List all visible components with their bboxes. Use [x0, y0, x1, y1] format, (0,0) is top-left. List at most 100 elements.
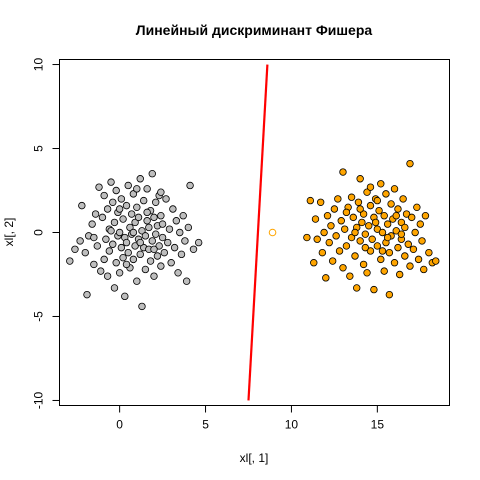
data-point-series-1	[370, 285, 378, 294]
data-point-series-1	[377, 255, 385, 264]
data-point-series-1	[409, 245, 418, 253]
data-point-series-0	[152, 198, 160, 206]
data-point-series-1	[373, 225, 382, 233]
data-point-series-1	[332, 232, 340, 240]
data-point-series-1	[366, 201, 375, 210]
data-point-series-1	[366, 183, 375, 191]
data-point-series-0	[83, 290, 91, 299]
data-point-series-0	[148, 170, 156, 178]
data-point-series-1	[416, 220, 424, 228]
data-point-series-0	[93, 242, 101, 250]
data-point-series-1	[394, 205, 402, 213]
chart-title: Линейный дискриминант Фишера	[136, 22, 373, 38]
data-point-series-1	[363, 188, 371, 196]
data-point-series-1	[425, 248, 433, 257]
data-point-series-0	[194, 238, 203, 247]
data-point-series-0	[153, 252, 162, 260]
data-point-series-0	[103, 205, 112, 213]
data-point-series-0	[109, 240, 117, 248]
data-point-series-0	[95, 183, 103, 191]
data-point-series-0	[150, 245, 158, 253]
data-point-series-0	[81, 248, 89, 257]
data-point-series-0	[138, 227, 146, 235]
data-point-series-0	[148, 237, 156, 245]
data-point-series-0	[150, 272, 158, 280]
points-layer	[66, 159, 440, 311]
data-point-series-0	[117, 243, 126, 252]
data-point-series-0	[181, 237, 189, 245]
y-tick-label: 10	[32, 58, 46, 72]
data-point-series-0	[90, 260, 98, 269]
data-point-series-1	[354, 198, 363, 206]
data-point-series-0	[158, 233, 167, 242]
data-point-series-1	[375, 206, 383, 215]
data-point-series-1	[395, 270, 404, 279]
data-point-series-0	[117, 195, 126, 203]
data-point-series-0	[124, 181, 132, 190]
data-point-series-1	[347, 193, 356, 201]
data-point-series-0	[141, 265, 150, 274]
discriminant-line	[247, 64, 269, 401]
data-point-series-1	[335, 247, 344, 255]
data-point-series-0	[109, 198, 117, 206]
data-point-series-0	[157, 262, 165, 270]
data-point-series-0	[136, 250, 144, 259]
data-point-series-0	[160, 248, 168, 257]
data-point-series-0	[131, 218, 139, 227]
data-point-series-0	[129, 190, 138, 198]
data-point-series-0	[78, 201, 86, 210]
data-point-series-0	[100, 255, 108, 264]
data-point-series-1	[404, 240, 412, 248]
data-point-series-1	[337, 217, 345, 225]
data-point-series-0	[102, 235, 110, 243]
data-point-series-0	[169, 205, 177, 213]
data-point-series-1	[378, 247, 387, 255]
data-point-series-1	[339, 264, 347, 272]
data-point-series-0	[133, 185, 141, 193]
data-point-series-0	[126, 223, 134, 232]
data-point-series-1	[306, 196, 315, 205]
data-point-series-1	[347, 233, 356, 242]
data-point-series-0	[107, 227, 115, 235]
data-point-series-0	[131, 242, 139, 250]
data-point-series-1	[351, 228, 359, 237]
data-point-series-1	[316, 198, 325, 206]
data-point-series-1	[373, 196, 382, 205]
data-point-series-0	[157, 211, 165, 220]
data-point-series-1	[390, 185, 399, 193]
data-point-series-1	[408, 213, 416, 222]
data-point-series-1	[353, 284, 361, 292]
data-point-series-0	[122, 260, 131, 269]
data-point-series-0	[165, 225, 174, 233]
data-point-series-0	[119, 253, 127, 262]
data-point-series-0	[162, 195, 170, 203]
data-point-series-1	[342, 208, 351, 217]
data-point-series-0	[138, 302, 146, 311]
data-point-series-0	[146, 257, 155, 265]
data-point-series-1	[421, 211, 430, 220]
x-axis-label: xl[, 1]	[240, 451, 269, 465]
data-point-series-0	[167, 259, 175, 267]
data-point-series-1	[413, 203, 421, 212]
data-point-series-1	[392, 211, 400, 220]
data-point-series-1	[432, 257, 440, 265]
data-point-series-0	[115, 205, 124, 213]
data-point-series-0	[98, 213, 107, 222]
data-point-series-0	[170, 243, 179, 252]
data-point-series-0	[100, 191, 108, 200]
data-point-series-1	[402, 210, 411, 218]
data-point-series-0	[134, 213, 143, 222]
data-point-series-1	[383, 233, 392, 242]
data-point-series-1	[311, 215, 320, 223]
data-point-series-0	[143, 208, 151, 217]
data-point-series-0	[182, 277, 191, 285]
data-point-series-0	[176, 228, 184, 237]
data-point-series-1	[310, 259, 318, 267]
data-point-series-0	[66, 257, 74, 265]
data-point-series-0	[88, 220, 96, 228]
data-point-series-1	[341, 225, 349, 233]
data-point-series-1	[385, 290, 394, 299]
data-point-series-1	[380, 267, 388, 275]
x-tick-label: 0	[116, 418, 123, 432]
